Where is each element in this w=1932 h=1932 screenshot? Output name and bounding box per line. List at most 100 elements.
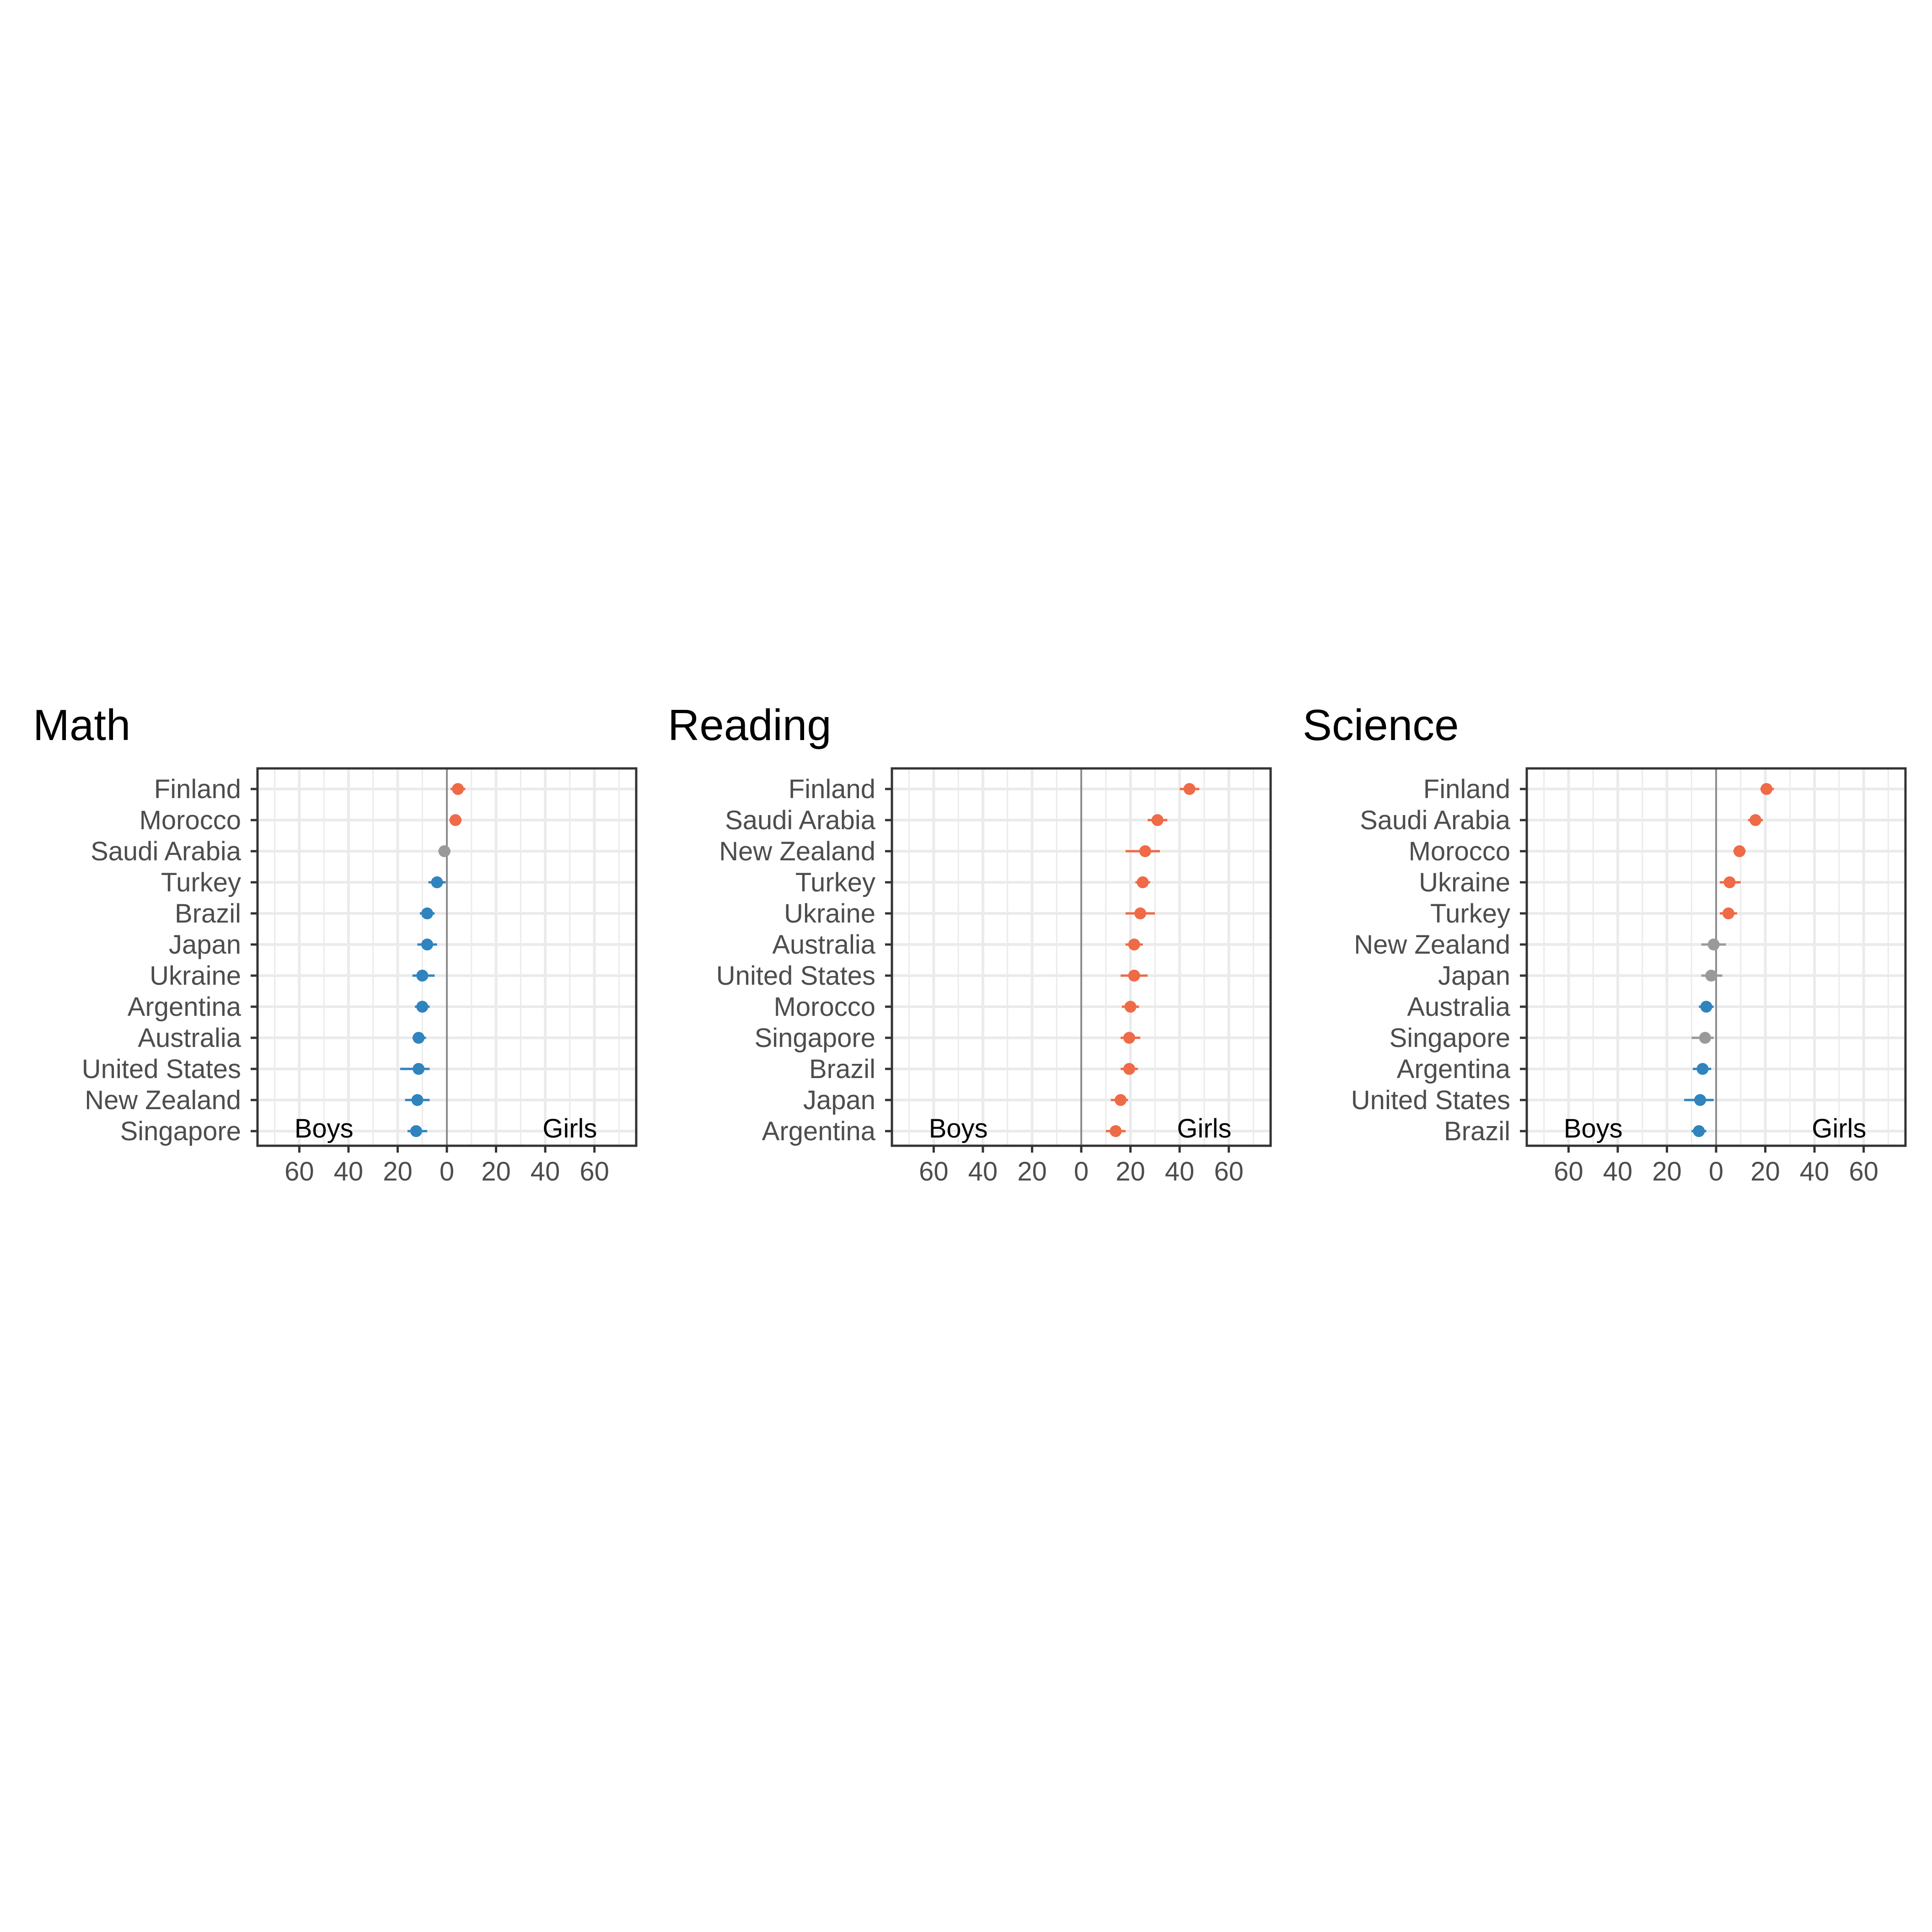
country-label: Turkey	[1430, 899, 1510, 928]
data-point	[1134, 907, 1147, 919]
x-tick-label: 40	[531, 1157, 560, 1186]
data-point	[413, 1063, 425, 1075]
girls-label: Girls	[1812, 1114, 1866, 1143]
boys-label: Boys	[295, 1114, 354, 1143]
country-label: Morocco	[1409, 837, 1510, 866]
data-point	[1123, 1063, 1135, 1075]
country-label: United States	[1351, 1085, 1510, 1115]
data-point	[1700, 1001, 1712, 1013]
data-point	[413, 1032, 425, 1044]
country-label: Brazil	[809, 1054, 875, 1084]
data-point	[1151, 814, 1164, 826]
x-tick-label: 60	[919, 1157, 949, 1186]
x-tick-label: 40	[968, 1157, 998, 1186]
data-point	[1183, 783, 1196, 795]
data-point	[1705, 970, 1717, 982]
country-label: Brazil	[175, 899, 241, 928]
data-point	[1694, 1094, 1707, 1106]
x-tick-label: 20	[1017, 1157, 1047, 1186]
data-point	[1115, 1094, 1127, 1106]
x-tick-label: 0	[1074, 1157, 1089, 1186]
x-tick-label: 40	[1603, 1157, 1633, 1186]
data-point	[1123, 1032, 1135, 1044]
country-label: Saudi Arabia	[725, 805, 876, 835]
data-point	[1693, 1125, 1705, 1137]
country-label: Saudi Arabia	[1360, 805, 1511, 835]
data-point	[1733, 845, 1746, 857]
data-point	[1139, 845, 1151, 857]
data-point	[1124, 1001, 1137, 1013]
x-tick-label: 60	[1554, 1157, 1583, 1186]
country-label: Singapore	[1390, 1023, 1510, 1053]
country-label: United States	[82, 1054, 241, 1084]
data-point	[421, 939, 433, 950]
country-label: Singapore	[120, 1116, 241, 1146]
data-point	[1760, 783, 1773, 795]
country-label: Finland	[789, 774, 875, 804]
girls-label: Girls	[542, 1114, 597, 1143]
data-point	[1750, 814, 1762, 826]
country-label: Australia	[772, 930, 875, 960]
x-tick-label: 60	[284, 1157, 314, 1186]
data-point	[452, 783, 464, 795]
country-label: Finland	[1423, 774, 1510, 804]
x-tick-label: 40	[1165, 1157, 1195, 1186]
country-label: Japan	[169, 930, 241, 960]
data-point	[1128, 970, 1140, 982]
data-point	[416, 970, 429, 982]
country-label: Morocco	[774, 992, 875, 1022]
data-point	[1707, 939, 1720, 950]
data-point	[1723, 876, 1736, 888]
girls-label: Girls	[1177, 1114, 1231, 1143]
country-label: Australia	[138, 1023, 241, 1053]
x-tick-label: 0	[1709, 1157, 1723, 1186]
data-point	[1696, 1063, 1709, 1075]
country-label: Finland	[154, 774, 241, 804]
country-label: Singapore	[755, 1023, 875, 1053]
data-point	[421, 907, 433, 919]
country-label: Ukraine	[150, 961, 241, 991]
data-point	[431, 876, 443, 888]
country-label: Argentina	[762, 1116, 876, 1146]
x-tick-label: 60	[580, 1157, 609, 1186]
data-point	[1128, 939, 1140, 950]
country-label: New Zealand	[719, 837, 875, 866]
x-tick-label: 20	[383, 1157, 413, 1186]
data-point	[1137, 876, 1149, 888]
country-label: Ukraine	[784, 899, 875, 928]
country-label: Turkey	[161, 868, 241, 897]
boys-label: Boys	[1564, 1114, 1623, 1143]
x-tick-label: 40	[1800, 1157, 1830, 1186]
country-label: New Zealand	[1354, 930, 1510, 960]
country-label: Brazil	[1444, 1116, 1510, 1146]
country-label: Ukraine	[1419, 868, 1510, 897]
x-tick-label: 60	[1214, 1157, 1244, 1186]
math-panel-title: Math	[33, 701, 130, 750]
x-tick-label: 20	[1116, 1157, 1145, 1186]
data-point	[1699, 1032, 1711, 1044]
data-point	[410, 1125, 422, 1137]
science-panel-title: Science	[1303, 701, 1459, 750]
data-point	[411, 1094, 424, 1106]
reading-panel-title: Reading	[668, 701, 832, 750]
data-point	[438, 845, 451, 857]
country-label: Argentina	[128, 992, 242, 1022]
x-tick-label: 40	[334, 1157, 364, 1186]
x-tick-label: 0	[440, 1157, 454, 1186]
country-label: Morocco	[140, 805, 241, 835]
data-point	[1722, 907, 1734, 919]
boys-label: Boys	[929, 1114, 988, 1143]
country-label: Saudi Arabia	[91, 837, 242, 866]
x-tick-label: 60	[1849, 1157, 1878, 1186]
country-label: Japan	[803, 1085, 875, 1115]
country-label: Turkey	[795, 868, 875, 897]
country-label: United States	[716, 961, 875, 991]
country-label: Argentina	[1397, 1054, 1511, 1084]
country-label: New Zealand	[85, 1085, 241, 1115]
data-point	[416, 1001, 429, 1013]
country-label: Australia	[1407, 992, 1510, 1022]
data-point	[1110, 1125, 1122, 1137]
